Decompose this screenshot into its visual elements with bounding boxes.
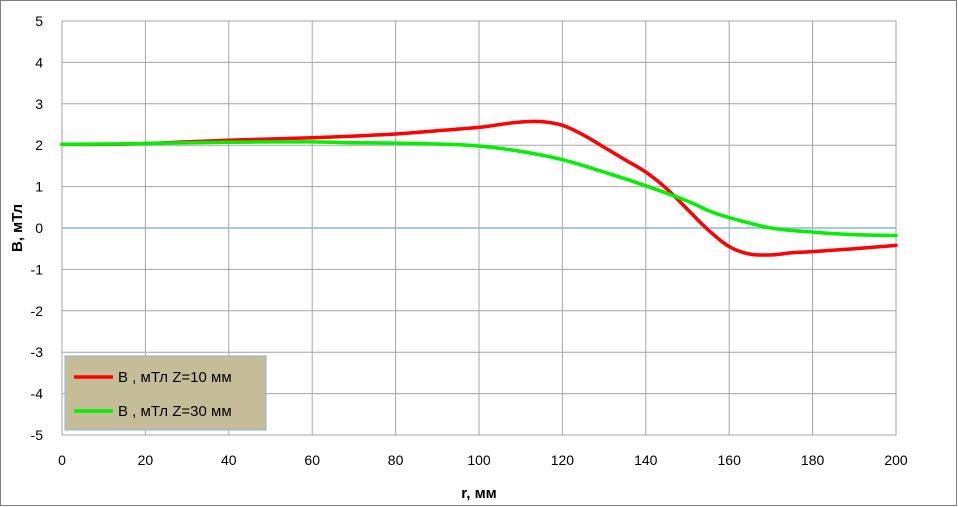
x-tick-label: 80: [388, 452, 404, 468]
y-tick-label: -4: [31, 386, 44, 402]
x-tick-label: 20: [138, 452, 154, 468]
series-line-1: [60, 119, 898, 257]
y-tick-label: 0: [35, 220, 43, 236]
x-axis-title: r, мм: [461, 485, 497, 502]
x-tick-label: 40: [221, 452, 237, 468]
y-tick-label: -5: [31, 427, 44, 443]
y-tick-label: -2: [31, 303, 44, 319]
y-tick-label: -1: [31, 261, 44, 277]
x-tick-label: 140: [634, 452, 658, 468]
y-tick-label: 1: [35, 179, 43, 195]
plot-area-border: [61, 20, 897, 436]
y-tick-label: 5: [35, 13, 43, 29]
y-axis-title: B, мТл: [9, 204, 26, 252]
legend-box: [64, 355, 267, 431]
legend: B , мТл Z=10 мм B , мТл Z=30 мм: [64, 355, 267, 431]
x-tick-label: 0: [58, 452, 66, 468]
legend-label: B , мТл Z=30 мм: [118, 403, 232, 420]
y-tick-labels: 5 4 3 2 1 0 -1 -2 -3 -4 -5: [31, 13, 44, 443]
x-tick-labels: 0 20 40 60 80 100 120 140 160 180 200: [58, 452, 908, 468]
x-tick-label: 60: [304, 452, 320, 468]
legend-label: B , мТл Z=10 мм: [118, 369, 232, 386]
y-tick-label: 3: [35, 96, 43, 112]
x-tick-label: 100: [467, 452, 491, 468]
x-tick-label: 160: [718, 452, 742, 468]
y-tick-label: 4: [35, 54, 43, 70]
y-tick-label: 2: [35, 137, 43, 153]
series-line-2: [60, 140, 898, 238]
plot-border-rect: [61, 20, 897, 436]
x-tick-label: 200: [884, 452, 908, 468]
series-lines: [60, 119, 898, 257]
x-tick-label: 180: [801, 452, 825, 468]
x-tick-label: 120: [551, 452, 575, 468]
y-tick-label: -3: [31, 344, 44, 360]
